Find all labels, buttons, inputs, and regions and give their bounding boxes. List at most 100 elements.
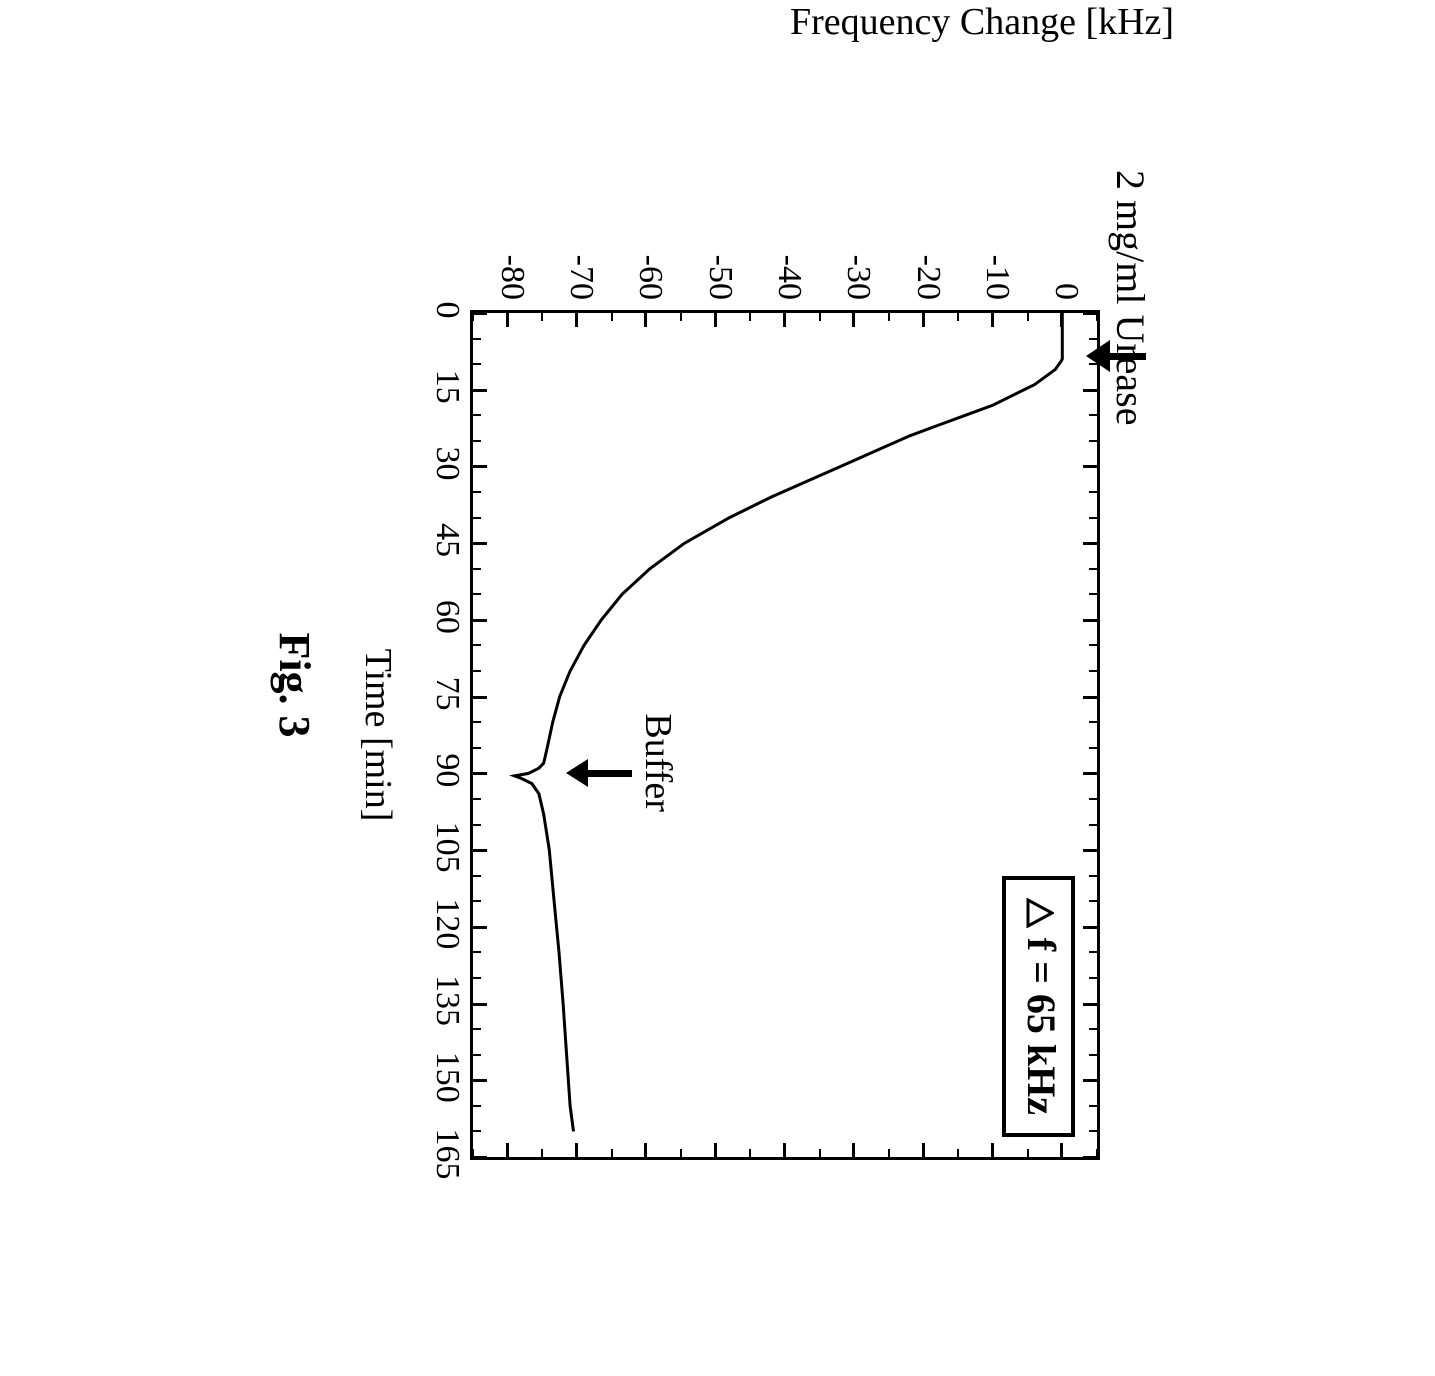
x-minor-tick: [473, 517, 481, 519]
y-tick: [714, 1143, 717, 1157]
y-minor-tick: [819, 313, 821, 321]
y-minor-tick: [472, 313, 474, 321]
x-minor-tick: [1089, 670, 1097, 672]
y-minor-tick: [541, 1149, 543, 1157]
x-tick-label: 90: [428, 738, 466, 802]
y-tick-label: -60: [631, 230, 669, 300]
y-minor-tick: [749, 313, 751, 321]
annotation-urease-arrow-head: [1086, 340, 1110, 372]
y-tick: [575, 1143, 578, 1157]
x-tick: [473, 1079, 487, 1082]
y-tick: [852, 313, 855, 327]
y-tick: [644, 313, 647, 327]
x-tick: [1083, 465, 1097, 468]
x-tick-label: 60: [428, 585, 466, 649]
y-minor-tick: [819, 1149, 821, 1157]
x-minor-tick: [473, 900, 481, 902]
x-minor-tick: [1089, 951, 1097, 953]
y-axis-label: Frequency Change [kHz]: [790, 0, 1174, 44]
figure-caption: Fig. 3: [269, 130, 320, 1240]
x-tick: [473, 312, 487, 315]
y-tick-label: 0: [1047, 230, 1085, 300]
x-minor-tick: [1089, 824, 1097, 826]
x-tick: [473, 772, 487, 775]
y-minor-tick: [957, 1149, 959, 1157]
legend-box: f = 65 kHz: [1002, 876, 1075, 1137]
y-minor-tick: [611, 1149, 613, 1157]
x-minor-tick: [1089, 1028, 1097, 1030]
x-minor-tick: [1089, 798, 1097, 800]
x-minor-tick: [1089, 440, 1097, 442]
y-tick-label: -70: [562, 230, 600, 300]
y-minor-tick: [611, 313, 613, 321]
y-minor-tick: [680, 1149, 682, 1157]
y-tick: [991, 313, 994, 327]
x-tick-label: 75: [428, 662, 466, 726]
x-minor-tick: [473, 977, 481, 979]
x-minor-tick: [473, 1130, 481, 1132]
x-minor-tick: [1089, 414, 1097, 416]
x-minor-tick: [473, 491, 481, 493]
x-minor-tick: [473, 644, 481, 646]
y-minor-tick: [472, 1149, 474, 1157]
x-minor-tick: [473, 721, 481, 723]
y-tick: [922, 313, 925, 327]
x-tick-label: 150: [428, 1045, 466, 1109]
x-axis-label: Time [min]: [356, 310, 400, 1160]
y-minor-tick: [1027, 1149, 1029, 1157]
y-tick: [714, 313, 717, 327]
x-tick: [1083, 1003, 1097, 1006]
y-minor-tick: [541, 313, 543, 321]
x-minor-tick: [473, 338, 481, 340]
x-minor-tick: [1089, 1054, 1097, 1056]
x-minor-tick: [473, 824, 481, 826]
x-minor-tick: [473, 1054, 481, 1056]
x-minor-tick: [473, 593, 481, 595]
y-tick: [783, 1143, 786, 1157]
x-tick: [1083, 389, 1097, 392]
x-minor-tick: [473, 798, 481, 800]
x-tick-label: 120: [428, 892, 466, 956]
y-minor-tick: [1027, 313, 1029, 321]
y-minor-tick: [749, 1149, 751, 1157]
y-tick-label: -40: [770, 230, 808, 300]
x-tick: [1083, 312, 1097, 315]
y-minor-tick: [888, 1149, 890, 1157]
x-tick: [473, 1003, 487, 1006]
y-minor-tick: [957, 313, 959, 321]
y-tick-label: -80: [493, 230, 531, 300]
x-minor-tick: [1089, 900, 1097, 902]
x-minor-tick: [1089, 875, 1097, 877]
x-minor-tick: [473, 568, 481, 570]
y-tick: [506, 1143, 509, 1157]
x-tick-label: 0: [428, 278, 466, 342]
x-minor-tick: [473, 747, 481, 749]
x-minor-tick: [1089, 1130, 1097, 1132]
x-tick: [1083, 1079, 1097, 1082]
y-tick-label: -30: [839, 230, 877, 300]
x-tick: [1083, 542, 1097, 545]
x-tick-label: 15: [428, 355, 466, 419]
y-minor-tick: [888, 313, 890, 321]
x-tick: [1083, 696, 1097, 699]
annotation-buffer-arrow-head: [566, 759, 588, 787]
y-tick-label: -10: [978, 230, 1016, 300]
x-tick: [1083, 619, 1097, 622]
x-minor-tick: [473, 951, 481, 953]
rotated-chart-group: f = 65 kHz Buffer 2 mg/ml Urease Frequen…: [260, 130, 1160, 1240]
x-minor-tick: [1089, 747, 1097, 749]
y-minor-tick: [680, 313, 682, 321]
x-tick: [473, 926, 487, 929]
x-minor-tick: [1089, 1105, 1097, 1107]
x-minor-tick: [473, 1028, 481, 1030]
x-minor-tick: [1089, 721, 1097, 723]
y-tick: [783, 313, 786, 327]
y-tick-label: -20: [909, 230, 947, 300]
x-minor-tick: [1089, 977, 1097, 979]
y-tick: [575, 313, 578, 327]
x-tick: [473, 696, 487, 699]
figure-viewport: f = 65 kHz Buffer 2 mg/ml Urease Frequen…: [0, 0, 1435, 1376]
x-tick-label: 30: [428, 431, 466, 495]
x-tick-label: 105: [428, 815, 466, 879]
x-tick-label: 135: [428, 969, 466, 1033]
